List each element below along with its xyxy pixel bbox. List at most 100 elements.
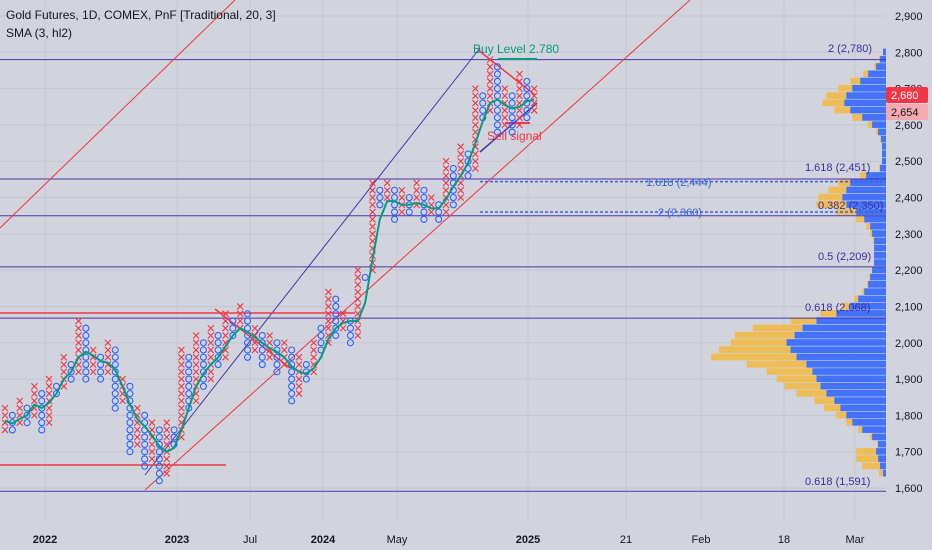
- x-box: [133, 404, 141, 412]
- volume-profile-down-bar: [868, 121, 873, 128]
- o-box: [214, 360, 222, 369]
- purple-short-trend-line[interactable]: [479, 102, 538, 153]
- o-box: [126, 440, 134, 449]
- red-channel-upper-line[interactable]: [0, 0, 236, 229]
- x-box: [325, 310, 332, 318]
- chart-legend: Gold Futures, 1D, COMEX, PnF [Traditiona…: [6, 6, 276, 42]
- volume-profile-down-bar: [870, 433, 873, 441]
- o-box: [126, 390, 134, 398]
- x-axis-tick-label: 18: [778, 534, 790, 546]
- second-price-tag[interactable]: [886, 104, 928, 120]
- x-box: [207, 346, 215, 354]
- o-box: [376, 201, 384, 209]
- volume-profile-down-bar: [824, 404, 841, 412]
- x-box: [104, 353, 112, 361]
- o-box: [479, 99, 487, 107]
- volume-profile-down-bar: [862, 288, 865, 295]
- o-box: [479, 106, 487, 114]
- x-box: [457, 186, 465, 194]
- x-box: [222, 324, 229, 332]
- indicator-label[interactable]: SMA (3, hl2): [6, 26, 73, 40]
- volume-profile-down-bar: [869, 273, 871, 281]
- sma-series-line[interactable]: [4, 98, 535, 453]
- x-box: [310, 339, 318, 347]
- o-box: [244, 346, 252, 354]
- x-box: [354, 295, 362, 303]
- x-box: [119, 397, 126, 405]
- volume-profile-up-bar: [836, 310, 886, 317]
- o-box: [435, 208, 443, 216]
- chart-title[interactable]: Gold Futures, 1D, COMEX, PnF [Traditiona…: [6, 8, 276, 22]
- x-axis-tick-label: 2025: [516, 534, 540, 546]
- x-box: [89, 368, 97, 376]
- o-box: [258, 339, 266, 347]
- x-box: [325, 288, 332, 296]
- x-box: [413, 179, 420, 187]
- o-box: [111, 390, 119, 398]
- x-axis-tick-label: 2023: [165, 534, 189, 546]
- volume-profile-up-bar: [844, 99, 886, 107]
- o-box: [523, 114, 531, 122]
- o-box: [376, 193, 384, 202]
- volume-profile-up-bar: [816, 317, 886, 325]
- o-box: [244, 353, 252, 361]
- x-box: [178, 361, 185, 368]
- volume-profile-down-bar: [752, 324, 803, 332]
- volume-profile-down-bar: [818, 193, 843, 201]
- fib-label-2444: 1.618 (2,444): [646, 177, 711, 189]
- x-box: [133, 433, 141, 441]
- volume-profile-down-bar: [734, 331, 795, 339]
- x-box: [280, 361, 288, 368]
- x-box: [369, 230, 376, 238]
- o-box: [229, 331, 237, 340]
- x-box: [486, 77, 494, 85]
- o-box: [420, 186, 428, 194]
- volume-profile-down-bar: [860, 172, 867, 179]
- o-box: [67, 375, 75, 383]
- current-price-tag[interactable]: [886, 87, 928, 103]
- x-box: [16, 404, 24, 412]
- o-box: [288, 375, 296, 383]
- x-box: [472, 85, 479, 93]
- volume-profile-up-bar: [786, 339, 886, 346]
- o-box: [288, 397, 296, 405]
- x-box: [60, 353, 68, 361]
- x-box: [251, 324, 259, 332]
- x-box: [457, 194, 465, 201]
- o-box: [23, 404, 31, 412]
- o-box: [82, 375, 90, 383]
- x-axis-tick-label: May: [387, 534, 408, 546]
- x-axis-tick-label: 2022: [33, 534, 57, 546]
- x-box: [486, 63, 494, 71]
- volume-profile-up-bar: [874, 252, 886, 259]
- o-box: [141, 411, 149, 419]
- x-box: [163, 441, 171, 448]
- x-box: [295, 375, 303, 383]
- x-box: [75, 368, 82, 376]
- volume-profile-up-bar: [864, 215, 886, 223]
- y-axis-tick-label: 2,600: [895, 120, 923, 132]
- red-channel-lower-line[interactable]: [144, 0, 691, 491]
- x-box: [31, 390, 38, 398]
- x-box: [457, 157, 465, 165]
- o-box: [185, 353, 193, 361]
- x-box: [75, 324, 82, 332]
- x-box: [280, 346, 288, 354]
- x-box: [516, 92, 523, 100]
- o-box: [346, 324, 355, 332]
- o-box: [141, 462, 149, 470]
- o-box: [332, 317, 340, 325]
- o-box: [214, 339, 222, 347]
- y-axis-tick-label: 2,300: [895, 229, 923, 241]
- volume-profile-up-bar: [806, 360, 886, 368]
- volume-profile-up-bar: [796, 353, 886, 361]
- purple-channel-line[interactable]: [144, 47, 481, 476]
- o-box: [155, 469, 163, 478]
- x-box: [369, 208, 376, 216]
- o-box: [38, 426, 46, 434]
- x-box: [442, 172, 450, 180]
- x-box: [163, 419, 171, 427]
- x-box: [354, 273, 362, 281]
